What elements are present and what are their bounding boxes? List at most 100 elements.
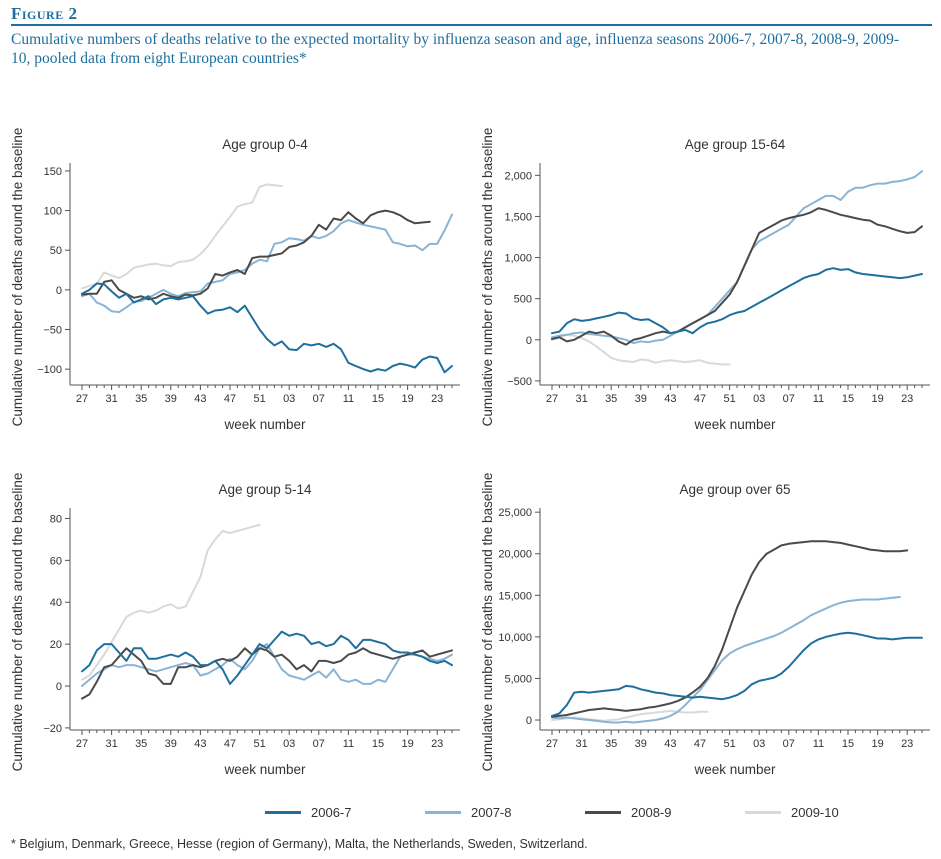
series-line-2009-10 bbox=[81, 183, 283, 290]
x-tick-label: 03 bbox=[283, 738, 295, 750]
x-tick-label: 03 bbox=[283, 393, 295, 405]
x-tick-label: 15 bbox=[372, 393, 384, 405]
x-tick-label: 35 bbox=[135, 393, 147, 405]
x-tick-label: 47 bbox=[224, 738, 236, 750]
x-tick-label: 15 bbox=[842, 393, 854, 405]
x-tick-label: 27 bbox=[76, 393, 88, 405]
chart-legend: 2006-7 2007-8 2008-9 2009-10 bbox=[0, 805, 941, 825]
x-tick-label: 47 bbox=[694, 393, 706, 405]
legend-label-2007-8: 2007-8 bbox=[471, 805, 512, 820]
y-tick-label: 500 bbox=[514, 294, 532, 306]
x-tick-label: 39 bbox=[165, 738, 177, 750]
y-tick-label: 2,000 bbox=[504, 170, 532, 182]
series-line-2007-8 bbox=[551, 596, 901, 724]
legend-label-2009-10: 2009-10 bbox=[791, 805, 839, 820]
series-line-2009-10 bbox=[81, 523, 261, 681]
figure-header-rule bbox=[11, 24, 932, 26]
x-tick-label: 07 bbox=[783, 393, 795, 405]
x-tick-label: 11 bbox=[813, 393, 824, 405]
y-tick-label: 0 bbox=[526, 715, 532, 727]
x-tick-label: 39 bbox=[165, 393, 177, 405]
x-tick-label: 15 bbox=[372, 738, 384, 750]
y-tick-label: 60 bbox=[50, 555, 62, 567]
x-tick-label: 31 bbox=[105, 393, 117, 405]
x-tick-label: 07 bbox=[313, 393, 325, 405]
y-tick-label: 20 bbox=[50, 639, 62, 651]
figure-footnote: * Belgium, Denmark, Greece, Hesse (regio… bbox=[11, 837, 588, 851]
x-axis-label: week number bbox=[693, 762, 776, 777]
x-tick-label: 19 bbox=[871, 393, 883, 405]
series-line-2008-9 bbox=[81, 209, 431, 301]
x-tick-label: 31 bbox=[575, 393, 587, 405]
chart-panel-age-0-4: Age group 0-4 −100 −50 0 50 100 150 27 31 35 39 43 4… bbox=[10, 128, 460, 432]
x-tick-label: 03 bbox=[753, 393, 765, 405]
legend-item-2008-9: 2008-9 bbox=[585, 805, 671, 820]
series-line-2006-7 bbox=[81, 630, 453, 685]
legend-label-2006-7: 2006-7 bbox=[311, 805, 352, 820]
x-tick-label: 23 bbox=[901, 393, 913, 405]
x-tick-label: 23 bbox=[431, 738, 443, 750]
x-tick-label: 27 bbox=[546, 738, 558, 750]
legend-swatch-2009-10 bbox=[745, 811, 781, 814]
legend-item-2009-10: 2009-10 bbox=[745, 805, 839, 820]
legend-swatch-2006-7 bbox=[265, 811, 301, 814]
x-tick-label: 51 bbox=[723, 738, 735, 750]
x-axis-label: week number bbox=[693, 417, 776, 432]
x-tick-label: 11 bbox=[343, 393, 354, 405]
y-axis-label: Cumulative number of deaths around the b… bbox=[10, 128, 25, 427]
y-tick-label: −500 bbox=[507, 376, 532, 388]
y-tick-label: 20,000 bbox=[498, 549, 532, 561]
chart-title-age-group-over-65: Age group over 65 bbox=[679, 482, 790, 497]
y-tick-label: 10,000 bbox=[498, 632, 532, 644]
x-tick-label: 39 bbox=[635, 738, 647, 750]
legend-item-2006-7: 2006-7 bbox=[265, 805, 351, 820]
x-tick-label: 43 bbox=[194, 393, 206, 405]
series-line-2006-7 bbox=[81, 282, 453, 374]
series-line-2008-9 bbox=[551, 540, 909, 718]
y-tick-label: 1,000 bbox=[504, 253, 532, 265]
x-tick-label: 51 bbox=[723, 393, 735, 405]
legend-swatch-2008-9 bbox=[585, 811, 621, 814]
x-tick-label: 19 bbox=[401, 393, 413, 405]
x-tick-label: 35 bbox=[135, 738, 147, 750]
legend-swatch-2007-8 bbox=[425, 811, 461, 814]
x-tick-label: 11 bbox=[343, 738, 354, 750]
x-tick-label: 35 bbox=[605, 738, 617, 750]
chart-panel-age-5-14: Age group 5-14 −20 0 20 40 60 80 27 31 35 39 43 47 51… bbox=[10, 473, 460, 777]
x-tick-label: 03 bbox=[753, 738, 765, 750]
x-tick-label: 11 bbox=[813, 738, 824, 750]
y-axis-label: Cumulative number of deaths around the b… bbox=[480, 473, 495, 772]
chart-title-age-group-0-4: Age group 0-4 bbox=[222, 137, 308, 152]
series-line-2007-8 bbox=[81, 213, 453, 314]
figure-title: Cumulative numbers of deaths relative to… bbox=[11, 31, 899, 67]
x-tick-label: 43 bbox=[664, 393, 676, 405]
y-tick-label: 0 bbox=[526, 335, 532, 347]
legend-item-2007-8: 2007-8 bbox=[425, 805, 511, 820]
x-tick-label: 43 bbox=[664, 738, 676, 750]
y-tick-label: 0 bbox=[56, 285, 62, 297]
y-tick-label: 40 bbox=[50, 597, 62, 609]
x-tick-label: 23 bbox=[901, 738, 913, 750]
series-line-2006-7 bbox=[551, 631, 923, 717]
y-tick-label: 1,500 bbox=[504, 211, 532, 223]
x-tick-label: 47 bbox=[694, 738, 706, 750]
x-tick-label: 35 bbox=[605, 393, 617, 405]
series-line-2008-9 bbox=[81, 647, 453, 700]
x-tick-label: 31 bbox=[575, 738, 587, 750]
chart-panel-age-over-65: Age group over 65 0 5,000 10,000 15,000 20,00… bbox=[480, 473, 930, 777]
y-tick-label: 15,000 bbox=[498, 590, 532, 602]
series-line-2006-7 bbox=[551, 267, 923, 335]
chart-title-age-group-15-64: Age group 15-64 bbox=[685, 137, 786, 152]
y-tick-label: 5,000 bbox=[504, 673, 532, 685]
y-tick-label: 50 bbox=[50, 245, 62, 257]
x-axis-label: week number bbox=[223, 762, 306, 777]
y-axis-label: Cumulative number of deaths around the b… bbox=[10, 473, 25, 772]
series-line-2007-8 bbox=[551, 170, 923, 345]
x-tick-label: 23 bbox=[431, 393, 443, 405]
x-tick-label: 07 bbox=[783, 738, 795, 750]
legend-label-2008-9: 2008-9 bbox=[631, 805, 672, 820]
figure-label: Figure 2 bbox=[11, 4, 78, 23]
x-tick-label: 51 bbox=[253, 738, 265, 750]
y-tick-label: −100 bbox=[37, 364, 62, 376]
y-tick-label: 80 bbox=[50, 513, 62, 525]
